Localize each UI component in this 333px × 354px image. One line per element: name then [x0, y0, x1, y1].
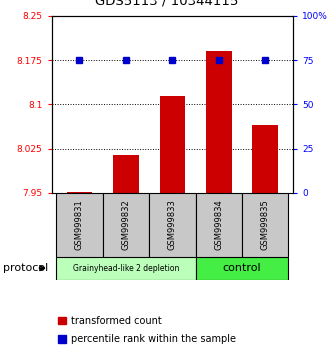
Text: transformed count: transformed count [71, 315, 162, 326]
Bar [103, 193, 149, 257]
Bar [195, 193, 242, 257]
Text: GSM999834: GSM999834 [214, 199, 223, 250]
Bar [113, 155, 139, 193]
Bar [67, 192, 92, 193]
Bar [56, 193, 103, 257]
Bar [195, 257, 288, 280]
Bar [160, 96, 185, 193]
Bar [149, 193, 195, 257]
Bar [58, 335, 66, 343]
Bar [206, 51, 231, 193]
Text: control: control [223, 263, 261, 273]
Bar [56, 257, 195, 280]
Bar [252, 125, 278, 193]
Text: Grainyhead-like 2 depletion: Grainyhead-like 2 depletion [73, 264, 179, 273]
Text: GSM999833: GSM999833 [168, 199, 177, 250]
Text: GDS5113 / 10344115: GDS5113 / 10344115 [95, 0, 238, 7]
Text: protocol: protocol [3, 263, 49, 273]
Text: percentile rank within the sample: percentile rank within the sample [71, 334, 235, 344]
Text: GSM999835: GSM999835 [261, 199, 270, 250]
Bar [242, 193, 288, 257]
Text: GSM999832: GSM999832 [122, 199, 131, 250]
Bar [58, 316, 66, 324]
Text: GSM999831: GSM999831 [75, 199, 84, 250]
